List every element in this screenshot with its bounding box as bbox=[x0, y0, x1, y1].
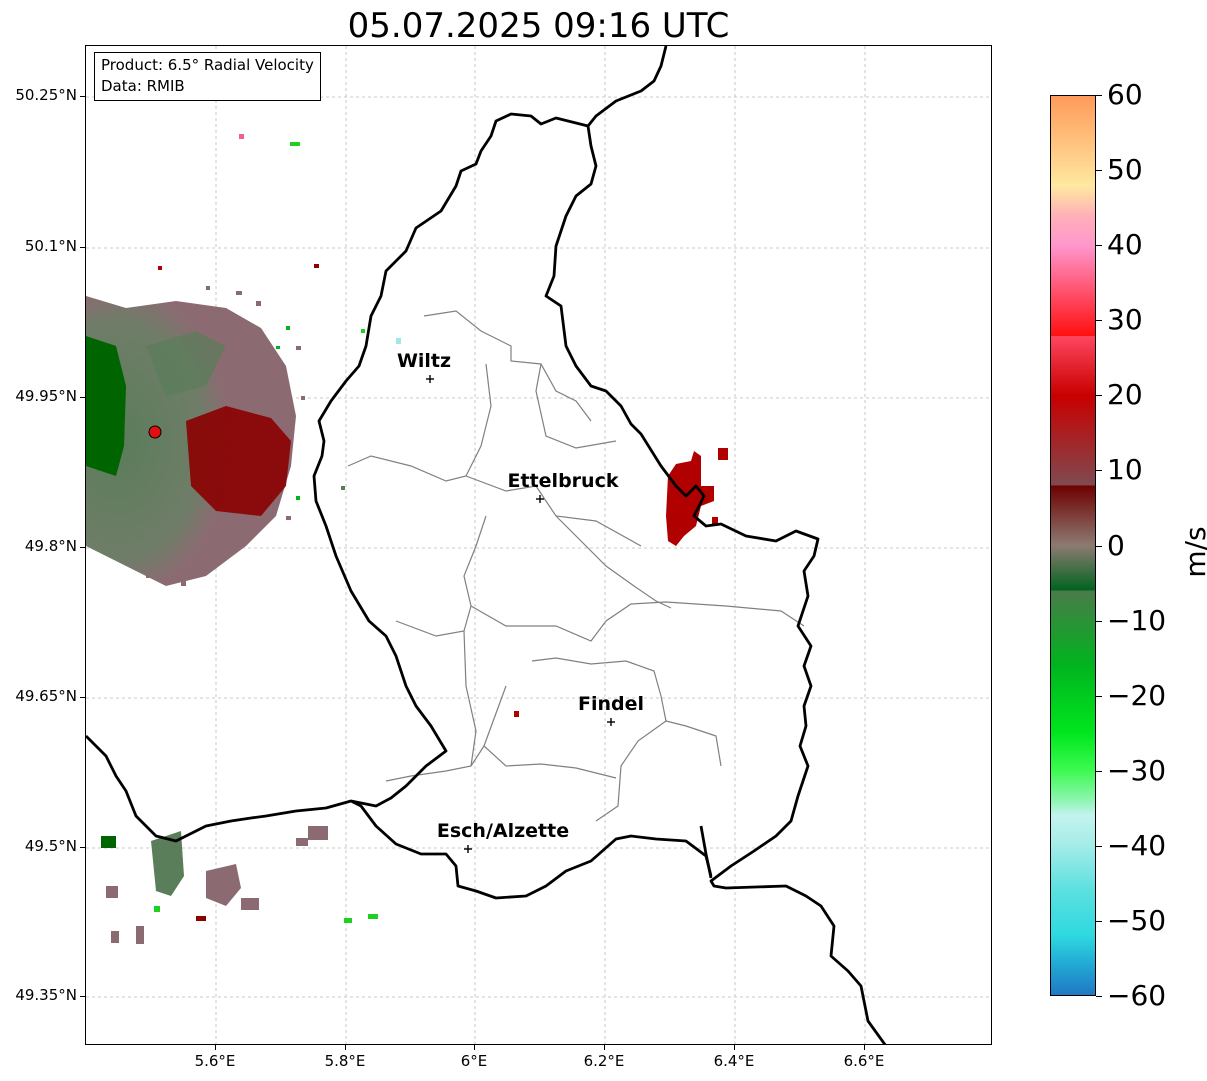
colorbar-tick bbox=[1096, 996, 1102, 997]
colorbar-tick bbox=[1096, 395, 1102, 397]
colorbar-tick-label: 50 bbox=[1107, 153, 1143, 187]
colorbar-tick bbox=[1096, 320, 1102, 322]
colorbar-tick bbox=[1096, 95, 1102, 96]
lon-label: 6.4°E bbox=[713, 1052, 755, 1070]
city-label-findel: Findel bbox=[577, 693, 645, 715]
radar-site-marker bbox=[148, 425, 162, 439]
lat-label: 49.5°N bbox=[24, 837, 77, 855]
colorbar-tick bbox=[1096, 620, 1102, 622]
product-label: Product: 6.5° Radial Velocity bbox=[101, 56, 314, 74]
radar-echo-east bbox=[666, 448, 728, 546]
lon-label: 6.6°E bbox=[843, 1052, 885, 1070]
city-markers bbox=[426, 375, 615, 853]
colorbar-tick-label: 20 bbox=[1107, 378, 1143, 412]
lon-label: 6°E bbox=[460, 1052, 488, 1070]
colorbar-tick bbox=[1096, 170, 1102, 172]
lat-label: 49.35°N bbox=[15, 986, 77, 1004]
velocity-colorbar bbox=[1050, 95, 1096, 996]
city-label-ettelbruck: Ettelbruck bbox=[507, 470, 619, 492]
colorbar-tick-label: 0 bbox=[1107, 528, 1125, 562]
map-canvas bbox=[86, 46, 991, 1044]
colorbar-tick-label: −20 bbox=[1107, 678, 1167, 712]
map-title: 05.07.2025 09:16 UTC bbox=[347, 6, 730, 46]
map-plot-area bbox=[85, 45, 992, 1045]
city-label-wiltz: Wiltz bbox=[396, 350, 452, 372]
colorbar-tick bbox=[1096, 470, 1102, 472]
lon-label: 6.2°E bbox=[583, 1052, 625, 1070]
lon-label: 5.6°E bbox=[194, 1052, 236, 1070]
colorbar-tick-label: −40 bbox=[1107, 828, 1167, 862]
colorbar-tick bbox=[1096, 770, 1102, 772]
lat-label: 49.95°N bbox=[15, 387, 77, 405]
colorbar-tick bbox=[1096, 545, 1102, 547]
lat-label: 49.65°N bbox=[15, 687, 77, 705]
radar-echo-west bbox=[86, 286, 305, 586]
lat-label: 49.8°N bbox=[24, 537, 77, 555]
colorbar-tick-label: −30 bbox=[1107, 753, 1167, 787]
colorbar-tick-label: 30 bbox=[1107, 303, 1143, 337]
colorbar-tick bbox=[1096, 920, 1102, 922]
city-label-esch-alzette: Esch/Alzette bbox=[436, 820, 570, 842]
colorbar-tick-label: −50 bbox=[1107, 903, 1167, 937]
colorbar-tick-label: 40 bbox=[1107, 228, 1143, 262]
lon-label: 5.8°E bbox=[324, 1052, 366, 1070]
colorbar-tick bbox=[1096, 845, 1102, 847]
colorbar-tick-label: −10 bbox=[1107, 603, 1167, 637]
lat-label: 50.1°N bbox=[24, 237, 77, 255]
colorbar-tick-label: −60 bbox=[1107, 979, 1167, 1012]
scattered-echoes bbox=[158, 134, 519, 717]
colorbar-units-label: m/s bbox=[1179, 526, 1207, 578]
colorbar-tick-label: 10 bbox=[1107, 453, 1143, 487]
country-borders bbox=[86, 46, 887, 1044]
colorbar-tick bbox=[1096, 245, 1102, 247]
colorbar-tick-label: 60 bbox=[1107, 78, 1143, 111]
data-source-label: Data: RMIB bbox=[101, 77, 185, 95]
colorbar-tick bbox=[1096, 695, 1102, 697]
canton-boundaries bbox=[347, 310, 805, 822]
lat-label: 50.25°N bbox=[15, 86, 77, 104]
radar-echo-southwest bbox=[101, 826, 378, 944]
product-info-box: Product: 6.5° Radial Velocity Data: RMIB bbox=[94, 52, 321, 101]
